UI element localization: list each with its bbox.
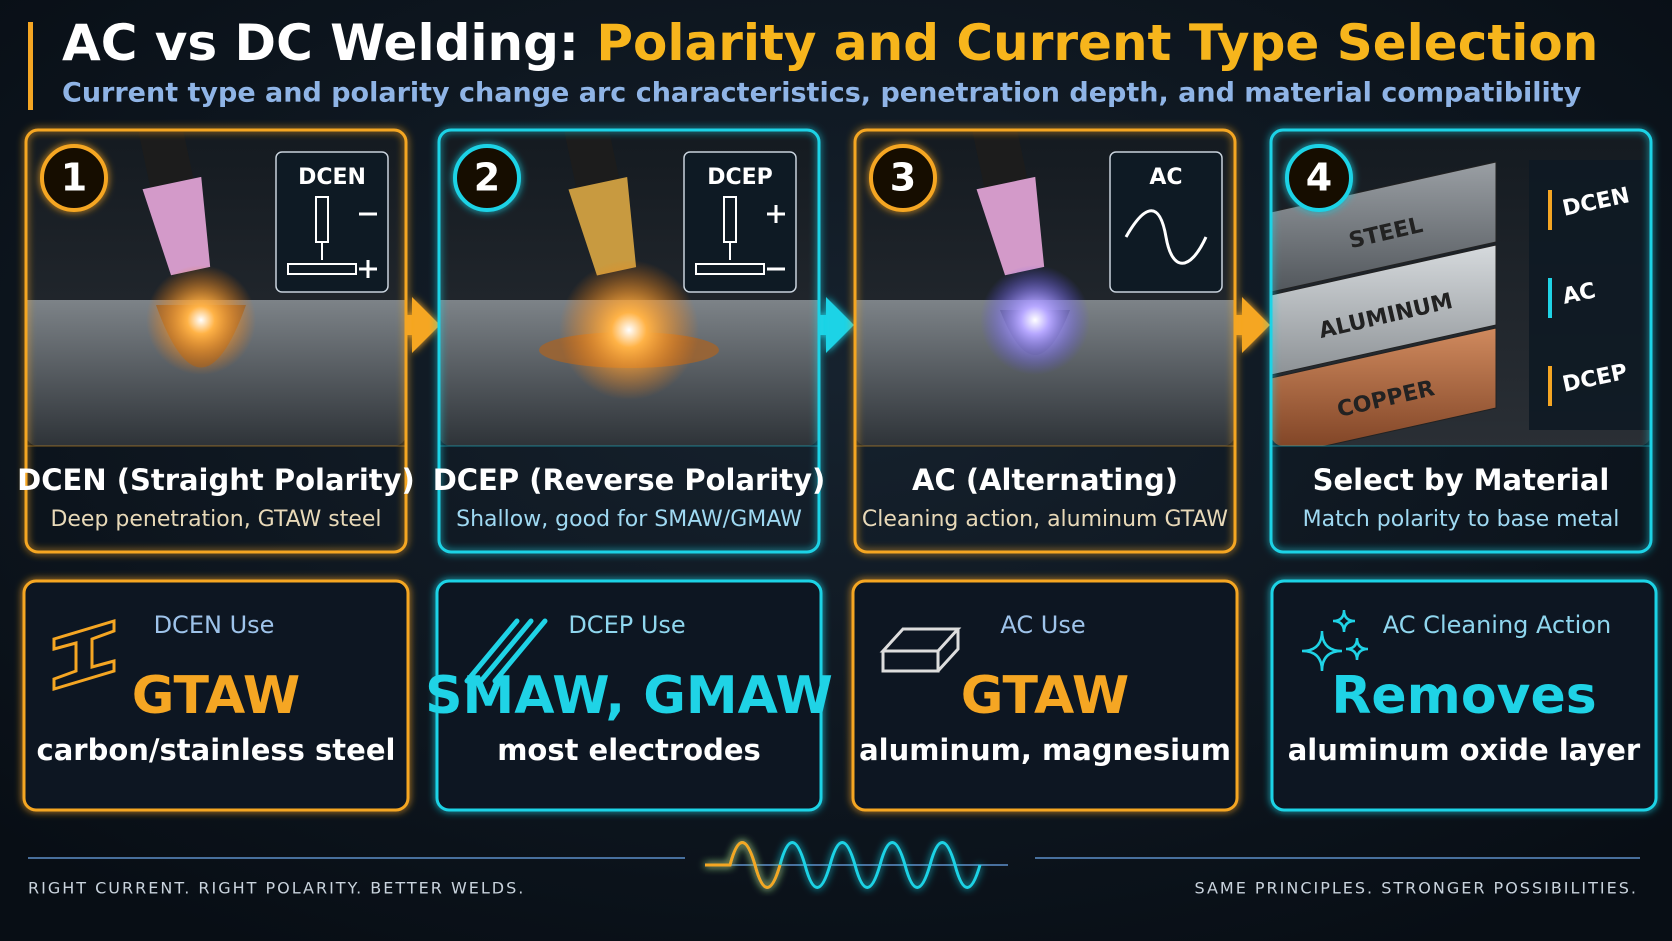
arc-glow [146, 265, 256, 375]
footer-right: SAME PRINCIPLES. STRONGER POSSIBILITIES. [1194, 879, 1638, 898]
title-part: Polarity and Current Type Selection [596, 14, 1598, 72]
number-circle [869, 144, 937, 212]
arrow [390, 297, 440, 353]
panel-caption: Cleaning action, aluminum GTAW [862, 507, 1228, 532]
material-bar [1271, 161, 1497, 293]
footer-left: RIGHT CURRENT. RIGHT POLARITY. BETTER WE… [28, 879, 525, 898]
card: DCEN Use GTAW carbon/stainless steel [22, 579, 410, 812]
card-detail: carbon/stainless steel [37, 733, 396, 767]
arc-glow [980, 265, 1090, 375]
icon-beam [52, 618, 116, 692]
panel-frame [1269, 128, 1653, 554]
number-circle [1285, 144, 1353, 212]
number: 1 [61, 156, 87, 200]
panel-frame [853, 128, 1237, 554]
material-bar [1271, 244, 1497, 376]
arc-glow [559, 260, 699, 400]
icon-sparkle [1332, 609, 1356, 633]
icon-sparkle [1345, 637, 1369, 661]
panel-frame [24, 128, 408, 554]
polarity-accent [1548, 366, 1552, 406]
badge-label: DCEP [707, 165, 773, 190]
torch-nozzle [976, 176, 1045, 276]
card: DCEP Use SMAW, GMAW most electrodes [425, 579, 833, 812]
card-detail: aluminum oxide layer [1288, 733, 1641, 767]
icon-sparkle [1301, 630, 1343, 672]
card-headline: GTAW [132, 666, 300, 726]
icon-rod [492, 618, 548, 684]
title-accent [28, 22, 33, 110]
number: 2 [474, 156, 500, 200]
card: AC Cleaning Action Removes aluminum oxide … [1270, 579, 1658, 812]
title: AC vs DC Welding: Polarity and Current T… [62, 14, 1598, 72]
polarity-accent [1548, 278, 1552, 318]
badge-label: DCEN [298, 165, 366, 190]
card-frame [1270, 579, 1658, 812]
number: 3 [890, 156, 916, 200]
card-headline: SMAW, GMAW [425, 666, 833, 726]
icon-rod [464, 618, 520, 684]
card-frame [22, 579, 410, 812]
panel: DCEN 1 DCEN (Straight Polarity) Deep penetr… [17, 128, 415, 554]
panel: DCEP 2 DCEP (Reverse Polarity) Shallow, goo… [433, 128, 826, 554]
badge-box [275, 151, 389, 293]
footer-wave [705, 841, 782, 889]
number-circle [40, 144, 108, 212]
panel-heading: AC (Alternating) [912, 463, 1178, 497]
sine-icon [1124, 209, 1208, 265]
icon-rod [478, 618, 534, 684]
badge-label: AC [1149, 165, 1182, 190]
card-headline: Removes [1331, 666, 1596, 726]
panel-caption: Shallow, good for SMAW/GMAW [456, 507, 802, 532]
arrow [1220, 297, 1270, 353]
card-headline: GTAW [961, 666, 1129, 726]
panel-caption: Match polarity to base metal [1303, 507, 1620, 532]
number: 4 [1306, 156, 1332, 200]
badge-box [683, 151, 797, 293]
title-part: AC vs DC Welding: [62, 14, 579, 72]
material-bar [1271, 327, 1497, 446]
panel-caption: Deep penetration, GTAW steel [50, 507, 381, 532]
card-label: DCEP Use [568, 611, 685, 639]
torch-body [135, 130, 194, 188]
arrow [804, 297, 854, 353]
card: AC Use GTAW aluminum, magnesium [851, 579, 1239, 812]
icon-bar [879, 627, 962, 673]
number-circle [453, 144, 521, 212]
torch-nozzle [568, 177, 637, 276]
panel-frame [437, 128, 821, 554]
card-label: AC Cleaning Action [1383, 611, 1611, 639]
polarity-accent [1548, 190, 1552, 230]
torch-nozzle [142, 176, 211, 276]
torch-body [561, 130, 620, 188]
card-detail: aluminum, magnesium [859, 733, 1231, 767]
card-detail: most electrodes [497, 733, 761, 767]
badge-plate [287, 263, 357, 275]
subtitle: Current type and polarity change arc cha… [62, 78, 1582, 109]
panel-heading: Select by Material [1313, 463, 1610, 497]
panel-heading: DCEN (Straight Polarity) [17, 463, 415, 497]
card-label: DCEN Use [154, 611, 275, 639]
badge-plate [695, 263, 765, 275]
card-label: AC Use [1000, 611, 1085, 639]
torch-body [969, 130, 1028, 188]
panel: AC 3 AC (Alternating) Cleaning action, alum… [853, 128, 1237, 554]
panel-heading: DCEP (Reverse Polarity) [433, 463, 826, 497]
